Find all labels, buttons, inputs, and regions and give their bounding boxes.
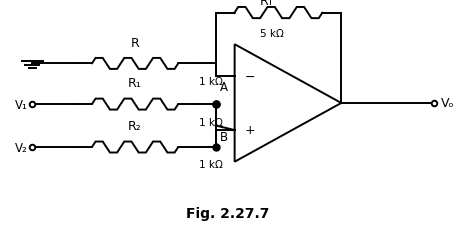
Text: R: R (259, 0, 268, 8)
Text: 1 kΩ: 1 kΩ (199, 160, 223, 170)
Text: B: B (219, 130, 228, 143)
Text: 1 kΩ: 1 kΩ (199, 117, 223, 127)
Text: Fig. 2.27.7: Fig. 2.27.7 (186, 207, 269, 220)
Text: V₁: V₁ (15, 98, 27, 111)
Text: A: A (219, 81, 228, 94)
Text: V₂: V₂ (15, 141, 27, 154)
Text: f: f (269, 0, 273, 7)
Text: R: R (131, 36, 139, 50)
Text: R₁: R₁ (128, 77, 142, 90)
Text: R₂: R₂ (128, 120, 142, 133)
Text: +: + (245, 124, 255, 137)
Text: Vₒ: Vₒ (441, 97, 455, 110)
Text: 1 kΩ: 1 kΩ (199, 76, 223, 86)
Text: 5 kΩ: 5 kΩ (259, 29, 283, 39)
Text: −: − (245, 70, 255, 83)
